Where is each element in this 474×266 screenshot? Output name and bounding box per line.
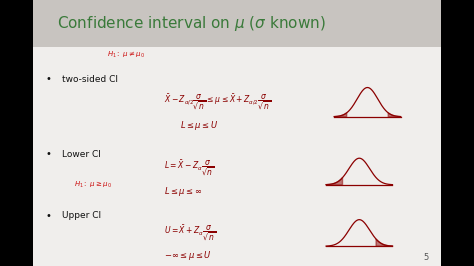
Text: $\bar{X} - Z_{\alpha/2}\dfrac{\sigma}{\sqrt{n}} \leq \mu \leq \bar{X} + Z_{\alph: $\bar{X} - Z_{\alpha/2}\dfrac{\sigma}{\s…	[164, 92, 271, 111]
Text: •: •	[46, 149, 51, 159]
Text: Upper CI: Upper CI	[62, 211, 101, 220]
Polygon shape	[388, 113, 401, 117]
Text: Confidence interval on $\mu$ ($\sigma$ known): Confidence interval on $\mu$ ($\sigma$ k…	[57, 14, 326, 33]
FancyBboxPatch shape	[33, 47, 441, 266]
Polygon shape	[376, 239, 392, 246]
Text: 5: 5	[423, 253, 428, 262]
Text: $-\infty \leq \mu \leq U$: $-\infty \leq \mu \leq U$	[164, 248, 211, 261]
Text: $H_1:\ \mu \neq \mu_0$: $H_1:\ \mu \neq \mu_0$	[107, 50, 145, 60]
Polygon shape	[326, 178, 343, 185]
Text: •: •	[46, 210, 51, 221]
Text: $H_1:\ \mu \geq \mu_0$: $H_1:\ \mu \geq \mu_0$	[74, 180, 112, 190]
Polygon shape	[334, 113, 346, 117]
Text: $L \leq \mu \leq \infty$: $L \leq \mu \leq \infty$	[164, 185, 202, 198]
Text: $L \leq \mu \leq U$: $L \leq \mu \leq U$	[180, 119, 219, 132]
Text: Lower CI: Lower CI	[62, 149, 100, 159]
Text: •: •	[46, 74, 51, 85]
Text: $U = \bar{X} + Z_{\alpha}\dfrac{\sigma}{\sqrt{n}}$: $U = \bar{X} + Z_{\alpha}\dfrac{\sigma}{…	[164, 224, 216, 242]
Text: two-sided CI: two-sided CI	[62, 75, 118, 84]
FancyBboxPatch shape	[33, 0, 441, 47]
Text: $L = \bar{X} - Z_{\alpha}\dfrac{\sigma}{\sqrt{n}}$: $L = \bar{X} - Z_{\alpha}\dfrac{\sigma}{…	[164, 158, 214, 177]
